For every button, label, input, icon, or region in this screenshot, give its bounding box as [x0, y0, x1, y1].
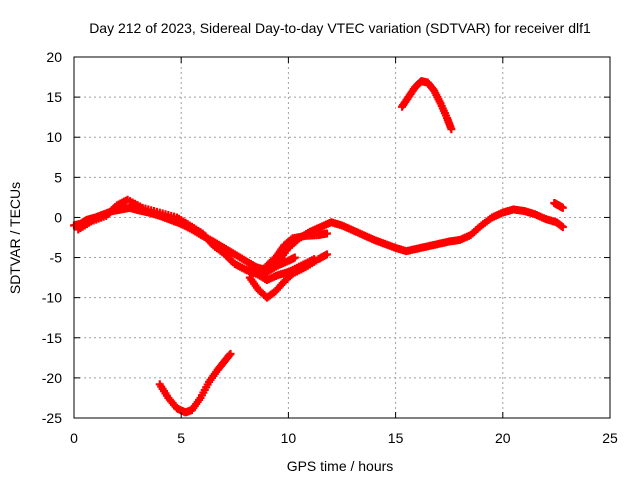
y-tick-label: -25: [42, 410, 62, 426]
x-tick-label: 15: [388, 430, 404, 446]
data-points: [70, 77, 567, 417]
series-track-mid-branch: [241, 253, 299, 278]
series-track-dip: [155, 349, 235, 417]
series-track-low-branch: [245, 250, 331, 302]
y-tick-label: -20: [42, 370, 62, 386]
data-point: [322, 229, 331, 238]
plot-frame: [73, 56, 611, 419]
ticks: 0 5 10 15 20 25 -25 -20 -15 -10 -5 0 5 10 15 20: [42, 49, 618, 446]
data-point: [322, 250, 331, 259]
series-track-peak: [398, 77, 456, 134]
x-tick-label: 25: [602, 430, 618, 446]
y-tick-label: -15: [42, 330, 62, 346]
x-tick-label: 20: [495, 430, 511, 446]
x-axis-label: GPS time / hours: [287, 458, 394, 474]
x-tick-label: 10: [281, 430, 297, 446]
y-tick-label: -10: [42, 290, 62, 306]
data-point: [290, 253, 299, 262]
x-tick-label: 5: [177, 430, 185, 446]
y-tick-label: 10: [46, 129, 62, 145]
grid: [74, 57, 610, 418]
x-tick-label: 0: [70, 430, 78, 446]
series-track-upper-branch: [262, 229, 331, 270]
data-point: [558, 203, 567, 212]
y-axis-label: SDTVAR / TECUs: [7, 182, 23, 294]
series-track-end: [550, 199, 567, 212]
data-point: [226, 349, 235, 358]
y-tick-label: 20: [46, 49, 62, 65]
y-tick-label: -5: [50, 250, 63, 266]
y-tick-label: 0: [54, 209, 62, 225]
chart-title: Day 212 of 2023, Sidereal Day-to-day VTE…: [89, 20, 591, 36]
data-point: [558, 223, 567, 232]
data-point: [447, 125, 456, 134]
y-tick-label: 15: [46, 89, 62, 105]
y-tick-label: 5: [54, 169, 62, 185]
